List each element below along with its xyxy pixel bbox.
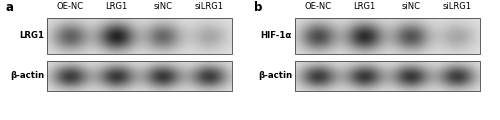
Text: siLRG1: siLRG1 <box>194 2 224 11</box>
Text: HIF-1α: HIF-1α <box>260 31 292 41</box>
Text: a: a <box>6 1 14 14</box>
Text: LRG1: LRG1 <box>353 2 376 11</box>
Text: siNC: siNC <box>153 2 172 11</box>
Bar <box>47 61 232 91</box>
Bar <box>295 18 480 54</box>
Text: siLRG1: siLRG1 <box>442 2 472 11</box>
Text: OE-NC: OE-NC <box>304 2 332 11</box>
Text: β-actin: β-actin <box>258 72 292 81</box>
Text: OE-NC: OE-NC <box>56 2 84 11</box>
Text: LRG1: LRG1 <box>19 31 44 41</box>
Text: β-actin: β-actin <box>10 72 44 81</box>
Bar <box>295 61 480 91</box>
Bar <box>47 18 232 54</box>
Text: b: b <box>254 1 262 14</box>
Text: LRG1: LRG1 <box>105 2 128 11</box>
Text: siNC: siNC <box>401 2 420 11</box>
